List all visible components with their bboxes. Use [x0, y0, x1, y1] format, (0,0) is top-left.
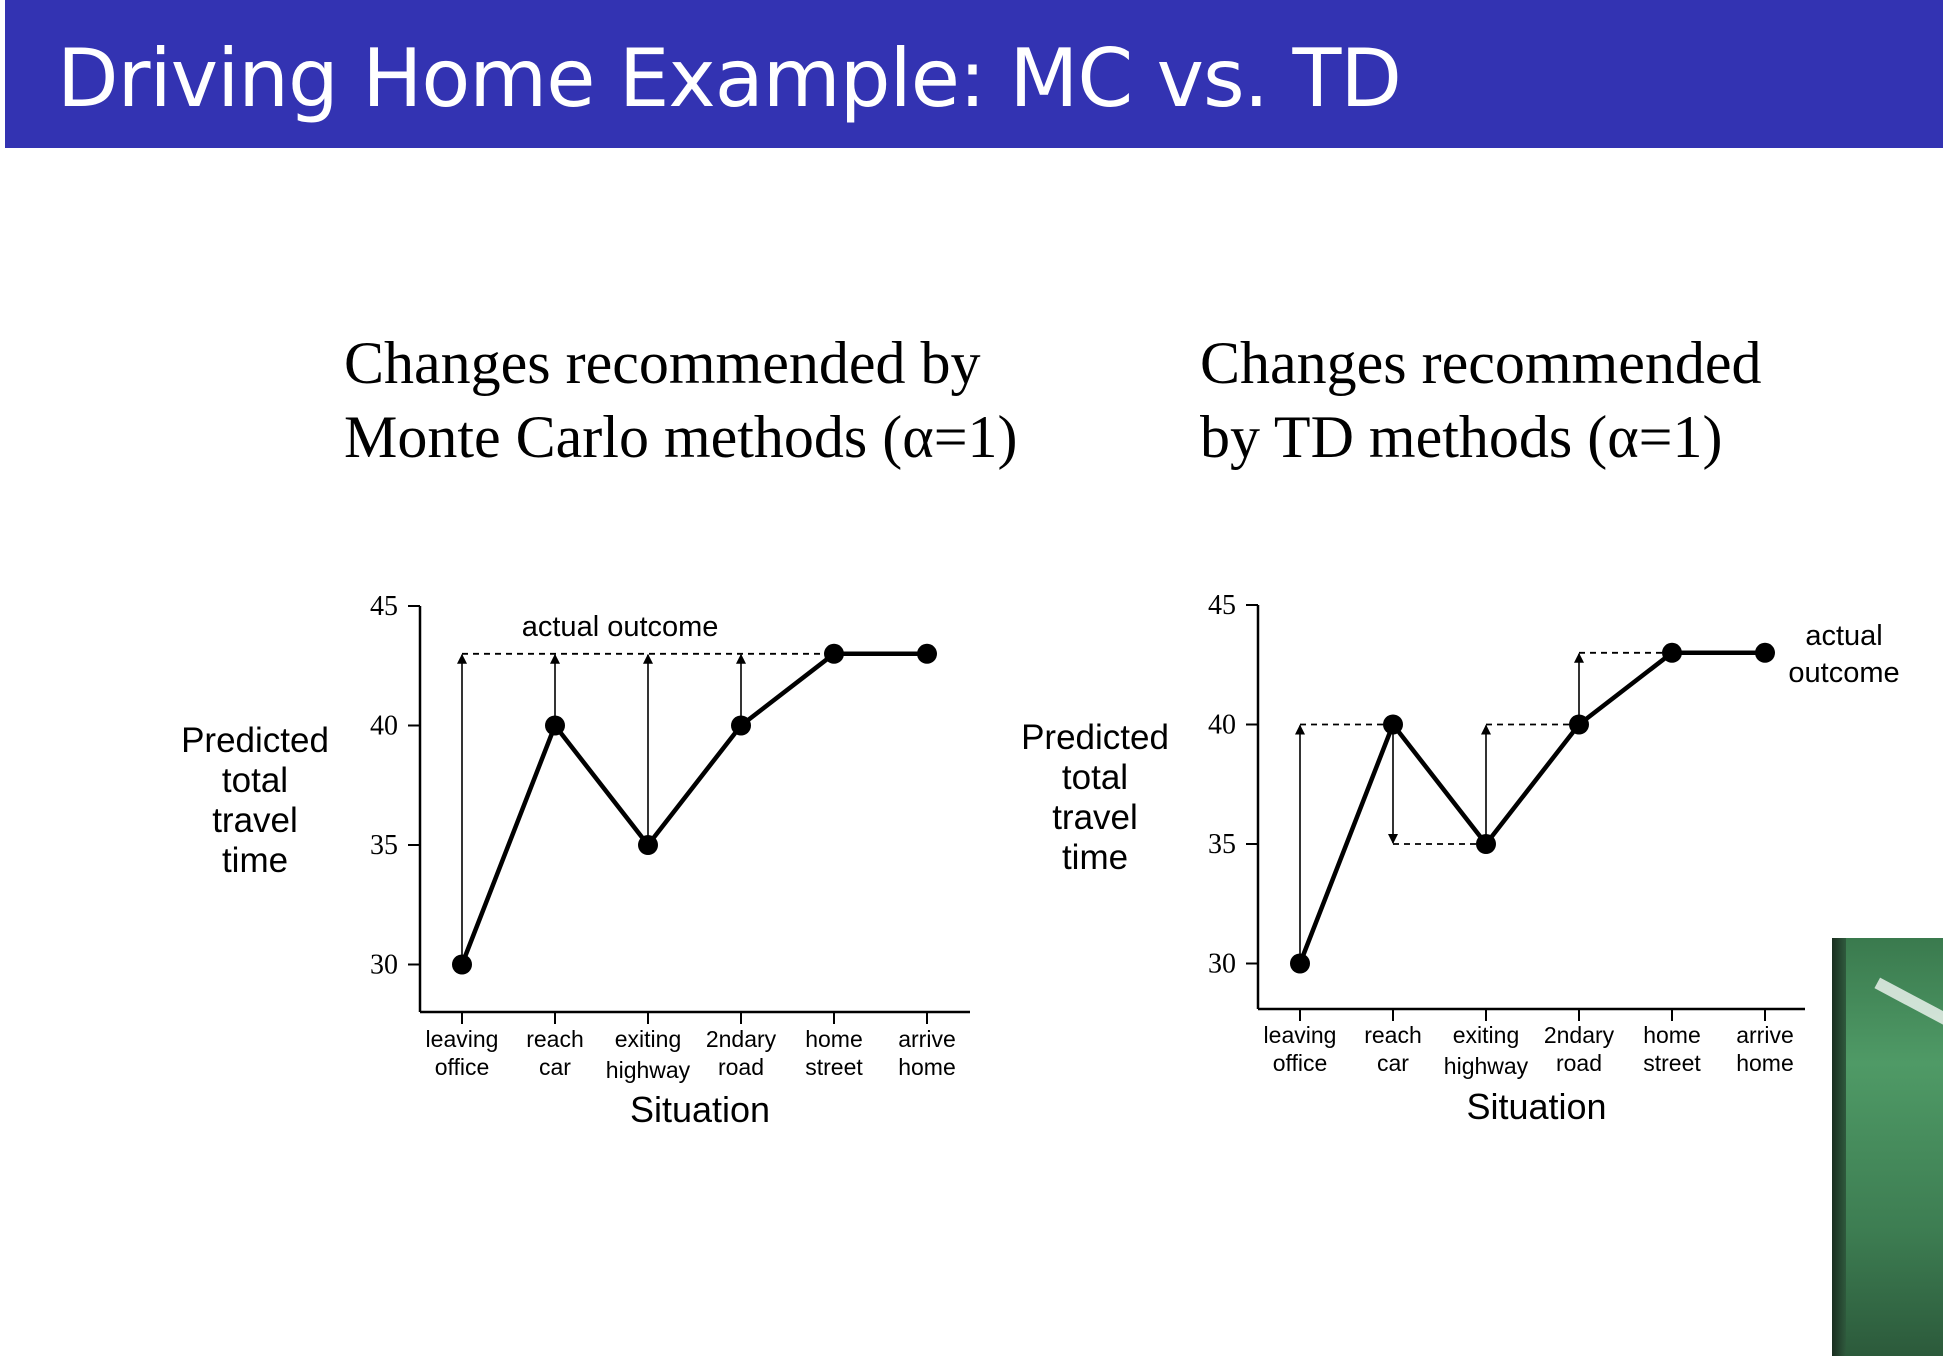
mc-category-label: 2ndary: [706, 1026, 777, 1052]
presenter-video-thumbnail: [1832, 938, 1943, 1356]
td-category-label: road: [1556, 1050, 1602, 1076]
mc-y-tick-label: 40: [370, 711, 398, 742]
td-y-axis-label: Predicted: [1021, 718, 1169, 757]
td-data-point: [1755, 642, 1775, 663]
mc-data-point: [731, 715, 751, 736]
td-category-label: leaving: [1264, 1022, 1337, 1048]
td-y-tick-label: 35: [1208, 829, 1236, 860]
td-y-tick-label: 40: [1208, 710, 1236, 741]
mc-data-point: [917, 643, 937, 664]
slide-title: Driving Home Example: MC vs. TD: [57, 32, 1402, 125]
mc-category-label: reach: [526, 1026, 584, 1052]
td-y-axis-label: travel: [1052, 798, 1138, 837]
td-y-tick-label: 30: [1208, 949, 1236, 980]
video-light-streak: [1874, 977, 1943, 1031]
mc-title-line-2: Monte Carlo methods (α=1): [344, 404, 1018, 470]
td-x-axis-label: Situation: [1466, 1086, 1606, 1127]
td-title-line-1: Changes recommended: [1200, 330, 1762, 396]
mc-data-point: [824, 643, 844, 664]
mc-y-axis-label: time: [222, 841, 288, 880]
td-prediction-line: [1297, 650, 1765, 965]
td-data-point: [1383, 714, 1403, 735]
td-title-line-2: by TD methods (α=1): [1200, 404, 1723, 470]
td-category-label: office: [1273, 1050, 1328, 1076]
mc-category-label: office: [435, 1054, 490, 1080]
mc-data-point: [638, 835, 658, 855]
mc-panel-title: Changes recommended by Monte Carlo metho…: [344, 326, 1018, 474]
mc-y-axis-label: total: [222, 761, 288, 800]
mc-x-axis-label: Situation: [630, 1089, 770, 1130]
mc-y-tick-label: 35: [370, 830, 398, 861]
title-bar: Driving Home Example: MC vs. TD: [5, 0, 1943, 148]
mc-category-label: road: [718, 1054, 764, 1080]
td-panel-title: Changes recommended by TD methods (α=1): [1200, 326, 1761, 474]
td-category-label: street: [1643, 1050, 1701, 1076]
td-data-point: [1569, 714, 1589, 735]
td-category-label: home: [1643, 1022, 1701, 1048]
td-data-point: [1290, 953, 1310, 974]
mc-category-label: highway: [606, 1057, 691, 1083]
td-y-tick-label: 45: [1208, 590, 1236, 621]
td-y-axis-label: total: [1062, 758, 1128, 797]
mc-y-tick-label: 30: [370, 950, 398, 981]
mc-y-tick-label: 45: [370, 591, 398, 622]
td-category-label: car: [1377, 1050, 1409, 1076]
mc-prediction-line: [459, 651, 927, 966]
td-data-point: [1662, 642, 1682, 663]
td-category-label: exiting: [1453, 1022, 1519, 1048]
mc-category-label: home: [805, 1026, 863, 1052]
td-y-axis-label: time: [1062, 838, 1128, 877]
td-category-label: reach: [1364, 1022, 1422, 1048]
mc-data-point: [452, 954, 472, 975]
mc-category-label: exiting: [615, 1026, 681, 1052]
mc-category-label: street: [805, 1054, 863, 1080]
mc-annotation-label: actual outcome: [522, 611, 719, 643]
mc-category-label: arrive: [898, 1026, 956, 1052]
td-category-label: home: [1736, 1050, 1794, 1076]
td-annotation-label: actual: [1805, 620, 1882, 652]
mc-category-label: leaving: [426, 1026, 499, 1052]
mc-category-label: home: [898, 1054, 956, 1080]
td-category-label: highway: [1444, 1053, 1529, 1079]
td-data-point: [1476, 834, 1496, 854]
mc-y-axis-label: travel: [212, 801, 298, 840]
td-category-label: 2ndary: [1544, 1022, 1615, 1048]
mc-data-point: [545, 715, 565, 736]
mc-category-label: car: [539, 1054, 571, 1080]
mc-y-axis-label: Predicted: [181, 721, 329, 760]
td-category-label: arrive: [1736, 1022, 1794, 1048]
mc-title-line-1: Changes recommended by: [344, 330, 981, 396]
td-annotation-label: outcome: [1788, 657, 1899, 689]
video-frame-edge: [1832, 938, 1846, 1356]
